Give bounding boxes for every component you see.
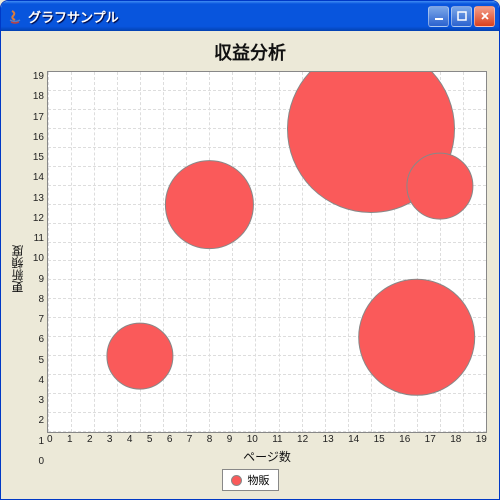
bubble-point (358, 278, 476, 396)
y-tick: 0 (25, 456, 44, 467)
x-axis-ticks: 012345678910111213141516171819 (47, 433, 487, 447)
x-tick: 7 (187, 434, 193, 447)
java-app-icon (7, 8, 23, 24)
x-tick: 18 (450, 434, 461, 447)
y-axis-ticks: 191817161514131211109876543210 (25, 71, 47, 467)
gridline-v (94, 72, 95, 432)
gridline-v (186, 72, 187, 432)
y-tick: 8 (25, 294, 44, 305)
maximize-button[interactable] (451, 6, 472, 27)
y-tick: 7 (25, 314, 44, 325)
x-tick: 6 (167, 434, 173, 447)
x-tick: 14 (348, 434, 359, 447)
x-tick: 5 (147, 434, 153, 447)
chart-area: 更新頻度 191817161514131211109876543210 0123… (5, 67, 495, 469)
window-controls (428, 6, 495, 27)
y-tick: 18 (25, 91, 44, 102)
x-tick: 9 (227, 434, 233, 447)
gridline-v (463, 72, 464, 432)
gridline-h (48, 431, 486, 432)
gridline-v (209, 72, 210, 432)
x-tick: 10 (247, 434, 258, 447)
chart-title: 収益分析 (5, 35, 495, 67)
y-tick: 14 (25, 172, 44, 183)
minimize-button[interactable] (428, 6, 449, 27)
plot-area (47, 71, 487, 433)
legend-label: 物販 (248, 472, 270, 488)
y-axis-label-wrap: 更新頻度 (9, 71, 25, 467)
gridline-v (48, 72, 49, 432)
window-title: グラフサンプル (28, 7, 428, 26)
y-tick: 13 (25, 193, 44, 204)
y-tick: 15 (25, 152, 44, 163)
x-tick: 1 (67, 434, 73, 447)
x-tick: 15 (374, 434, 385, 447)
y-tick: 11 (25, 233, 44, 244)
x-tick: 11 (272, 434, 282, 447)
y-tick: 16 (25, 132, 44, 143)
x-tick: 16 (399, 434, 410, 447)
x-tick: 13 (323, 434, 334, 447)
gridline-v (486, 72, 487, 432)
y-tick: 10 (25, 253, 44, 264)
content-area: 収益分析 更新頻度 191817161514131211109876543210… (1, 31, 499, 499)
gridline-h (48, 412, 486, 413)
y-tick: 4 (25, 375, 44, 386)
x-tick: 3 (107, 434, 113, 447)
gridline-h (48, 223, 486, 224)
x-tick: 2 (87, 434, 93, 447)
y-tick: 9 (25, 274, 44, 285)
titlebar[interactable]: グラフサンプル (1, 1, 499, 31)
y-tick: 3 (25, 395, 44, 406)
bubble-point (165, 161, 253, 249)
x-tick: 12 (297, 434, 308, 447)
y-tick: 19 (25, 71, 44, 82)
x-tick: 17 (425, 434, 436, 447)
legend: 物販 (222, 469, 279, 491)
gridline-v (71, 72, 72, 432)
x-axis-label: ページ数 (47, 447, 487, 467)
x-tick: 19 (476, 434, 487, 447)
y-axis-label: 更新頻度 (9, 245, 26, 293)
y-tick: 17 (25, 112, 44, 123)
gridline-h (48, 242, 486, 243)
bubble-point (107, 323, 174, 390)
bubble-point (406, 152, 473, 219)
gridline-h (48, 260, 486, 261)
legend-swatch-icon (231, 475, 242, 486)
y-tick: 1 (25, 436, 44, 447)
app-window: グラフサンプル 収益分析 更新頻度 1918171615141312111098… (0, 0, 500, 500)
gridline-v (232, 72, 233, 432)
y-tick: 2 (25, 415, 44, 426)
x-tick: 0 (47, 434, 53, 447)
gridline-v (255, 72, 256, 432)
close-button[interactable] (474, 6, 495, 27)
x-tick: 4 (127, 434, 133, 447)
y-tick: 12 (25, 213, 44, 224)
y-tick: 5 (25, 355, 44, 366)
gridline-v (279, 72, 280, 432)
x-tick: 8 (207, 434, 213, 447)
y-tick: 6 (25, 334, 44, 345)
